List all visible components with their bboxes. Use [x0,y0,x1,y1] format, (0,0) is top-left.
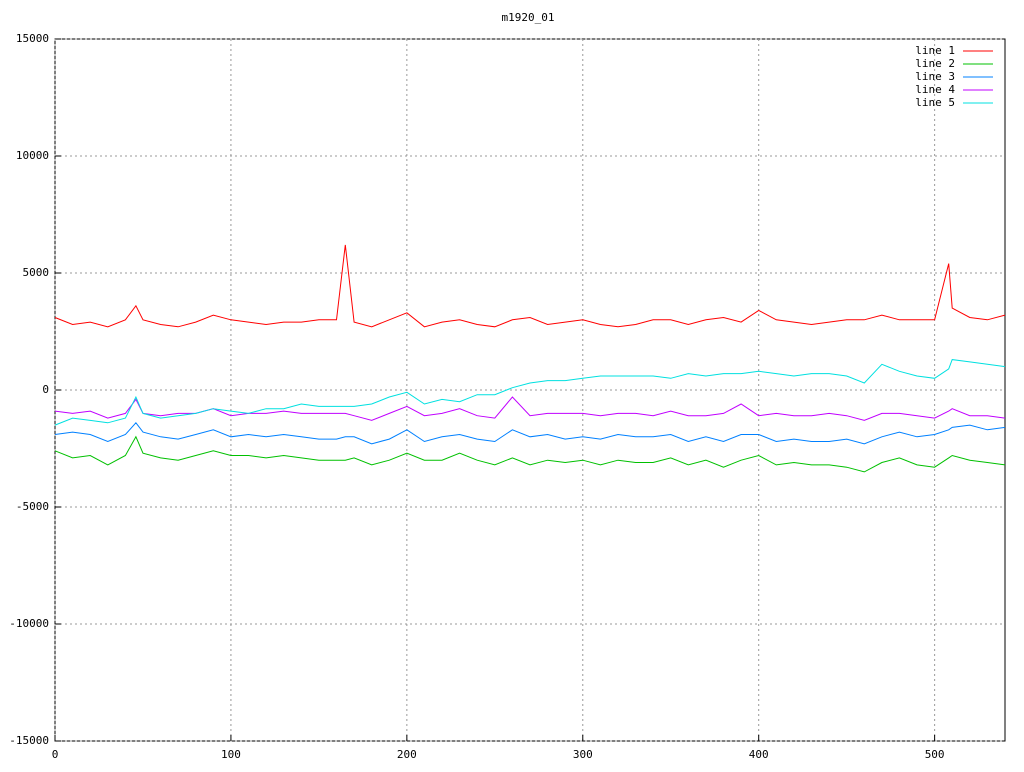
chart-title: m1920_01 [502,11,555,24]
legend-label: line 1 [915,44,955,57]
series-line [54,435,1006,473]
y-tick-label: -5000 [16,500,49,513]
legend-label: line 4 [915,83,955,96]
x-tick-label: 300 [573,748,593,761]
series-line [54,396,1006,421]
y-tick-label: 10000 [16,149,49,162]
y-tick-label: 0 [42,383,49,396]
x-tick-label: 200 [397,748,417,761]
y-tick-label: 15000 [16,32,49,45]
x-tick-label: 400 [749,748,769,761]
y-tick-label: -10000 [9,617,49,630]
legend-label: line 3 [915,70,955,83]
series-line [54,422,1006,445]
y-tick-label: 5000 [23,266,50,279]
y-tick-label: -15000 [9,734,49,747]
legend-label: line 5 [915,96,955,109]
x-tick-label: 500 [925,748,945,761]
series-line [54,359,1006,426]
series-line [54,244,1006,328]
x-tick-label: 0 [52,748,59,761]
x-tick-label: 100 [221,748,241,761]
legend-label: line 2 [915,57,955,70]
